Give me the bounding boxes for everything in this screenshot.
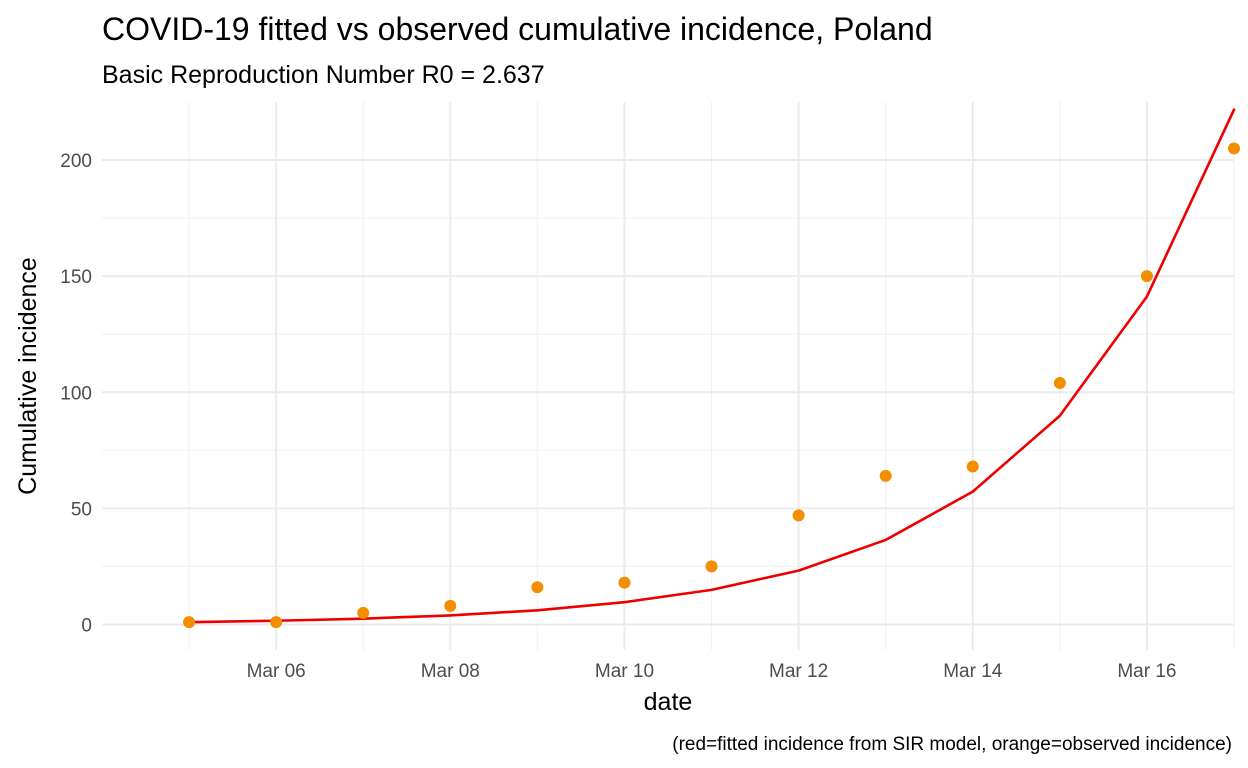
chart-title: COVID-19 fitted vs observed cumulative i… — [102, 11, 933, 47]
observed-point — [1228, 142, 1240, 155]
observed-point — [879, 469, 892, 482]
x-axis-ticks: Mar 06 Mar 08 Mar 10 Mar 12 Mar 14 Mar 16 — [247, 661, 1177, 682]
observed-point — [705, 560, 718, 573]
x-tick-label: Mar 14 — [943, 661, 1003, 682]
x-tick-label: Mar 10 — [595, 661, 654, 682]
y-tick-label: 150 — [60, 267, 92, 288]
chart-subtitle: Basic Reproduction Number R0 = 2.637 — [102, 61, 545, 89]
observed-point — [357, 606, 370, 619]
observed-point — [1140, 270, 1153, 283]
x-tick-label: Mar 12 — [769, 661, 828, 682]
observed-point — [792, 509, 805, 522]
x-axis-title: date — [644, 688, 693, 716]
grid — [102, 102, 1235, 650]
observed-points — [183, 142, 1240, 629]
y-tick-label: 0 — [81, 615, 92, 636]
y-tick-label: 50 — [71, 499, 92, 520]
observed-point — [270, 616, 283, 629]
plot-panel — [102, 102, 1240, 650]
y-axis-title: Cumulative incidence — [14, 257, 42, 495]
observed-point — [966, 460, 979, 473]
observed-point — [444, 599, 457, 612]
observed-point — [531, 581, 544, 594]
observed-point — [1053, 376, 1066, 389]
y-tick-label: 200 — [60, 151, 92, 172]
observed-point — [183, 616, 196, 629]
x-tick-label: Mar 16 — [1117, 661, 1176, 682]
x-tick-label: Mar 08 — [421, 661, 480, 682]
y-axis-ticks: 0 50 100 150 200 — [60, 151, 92, 636]
y-tick-label: 100 — [60, 383, 92, 404]
x-tick-label: Mar 06 — [247, 661, 306, 682]
chart-caption: (red=fitted incidence from SIR model, or… — [672, 734, 1232, 755]
observed-point — [618, 576, 631, 589]
